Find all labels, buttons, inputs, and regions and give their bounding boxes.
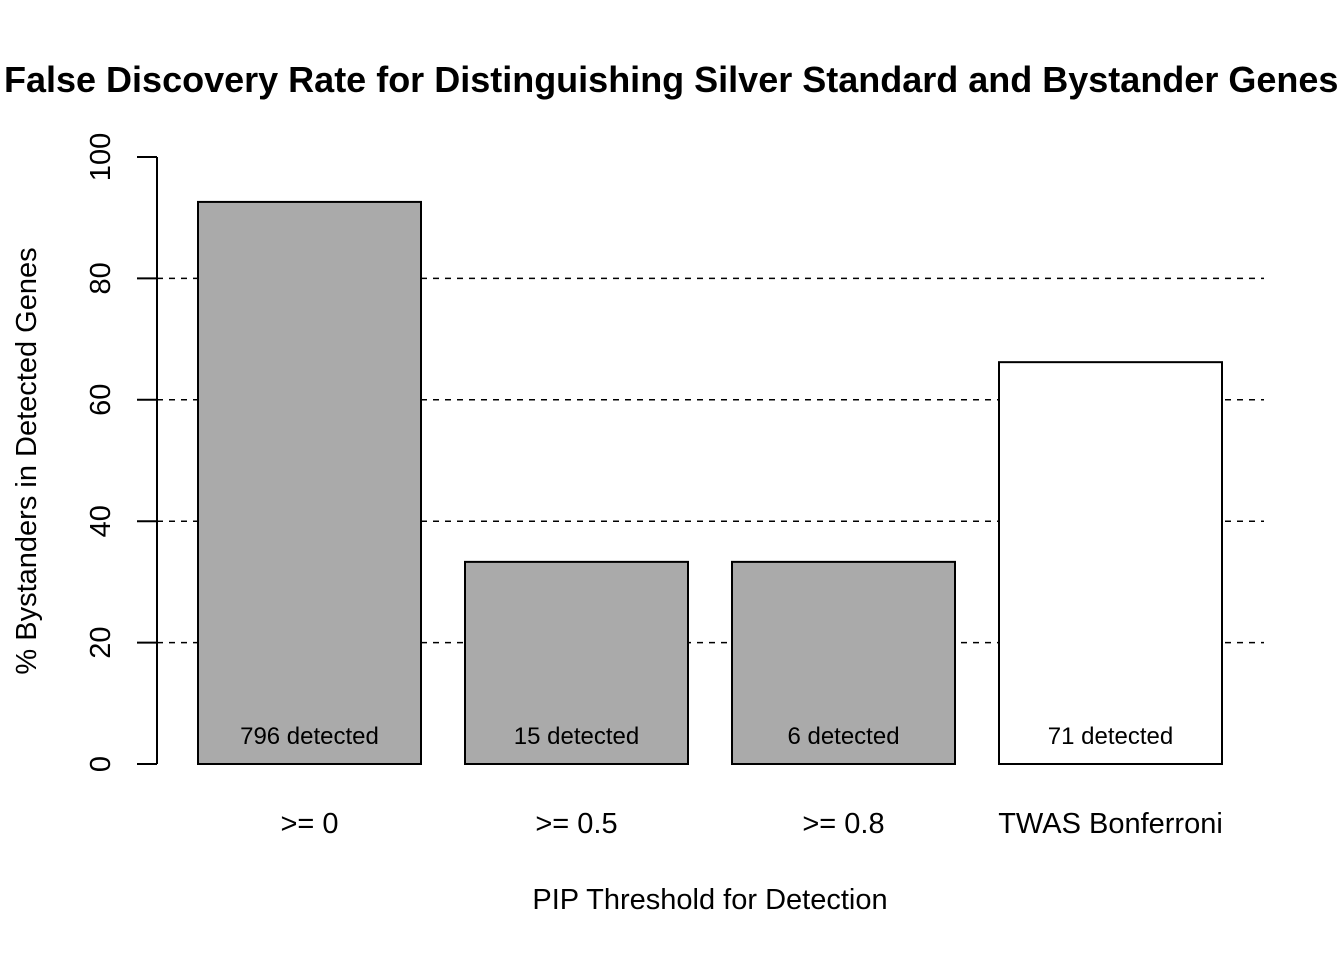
y-axis: 0 20 40 60 80 100 — [85, 133, 158, 772]
y-tick-label-0: 0 — [85, 756, 117, 772]
x-tick-label-0: >= 0 — [280, 808, 338, 840]
chart-title: False Discovery Rate for Distinguishing … — [4, 59, 1338, 100]
x-tick-label-3: TWAS Bonferroni — [998, 808, 1223, 840]
y-tick-label-2: 40 — [85, 505, 117, 537]
y-tick-label-3: 60 — [85, 384, 117, 416]
y-tick-label-4: 80 — [85, 262, 117, 294]
bar-0 — [197, 200, 422, 765]
y-axis-title: % Bystanders in Detected Genes — [11, 247, 43, 674]
bar-3 — [998, 361, 1223, 765]
bar-data-label-2: 6 detected — [787, 723, 899, 750]
bar-1 — [464, 560, 689, 766]
bar-data-label-1: 15 detected — [514, 723, 639, 750]
bar-data-label-3: 71 detected — [1048, 723, 1173, 750]
y-tick-label-5: 100 — [85, 133, 117, 181]
bar-data-label-0: 796 detected — [240, 723, 379, 750]
x-axis-title: PIP Threshold for Detection — [532, 884, 887, 916]
bars: 796 detected >= 0 15 detected >= 0.5 6 detec… — [197, 200, 1223, 840]
y-tick-label-1: 20 — [85, 626, 117, 658]
x-tick-label-1: >= 0.5 — [535, 808, 617, 840]
x-tick-label-2: >= 0.8 — [802, 808, 884, 840]
bar-2 — [731, 560, 956, 766]
